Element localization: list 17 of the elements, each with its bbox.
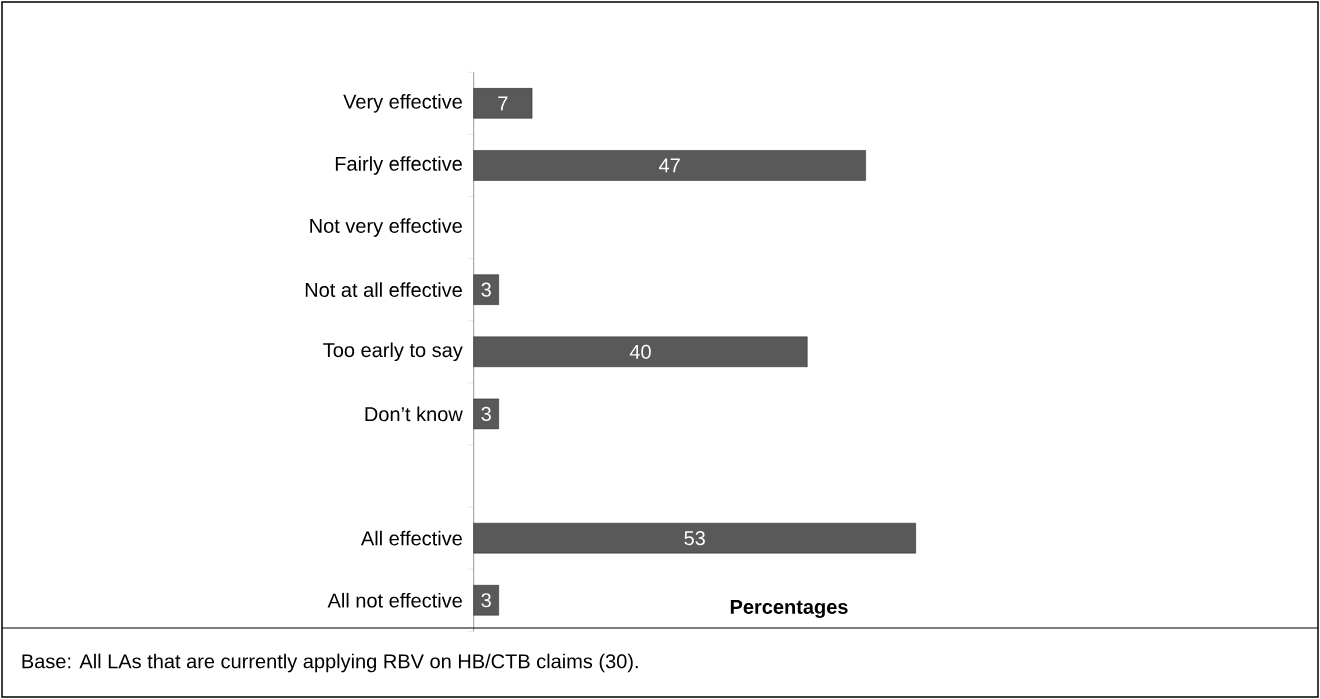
y-tick-label: Not very effective	[310, 218, 462, 237]
data-label: 3	[481, 593, 491, 608]
data-label: 40	[629, 344, 651, 359]
data-label: 7	[498, 96, 508, 111]
y-tick-label: All effective	[360, 530, 462, 546]
x-axis-title: Percentages	[730, 600, 848, 618]
y-tick-label: Fairly effective	[335, 156, 462, 175]
data-label: 3	[481, 282, 491, 297]
data-label: 53	[684, 531, 705, 546]
data-label: 47	[659, 158, 680, 173]
text: Base: All LAs that are currently applying RBV on HB/CTB claims (30).	[22, 653, 638, 673]
data-label: 3	[481, 406, 491, 421]
y-tick-label: Not at all effective	[305, 282, 462, 298]
y-tick-label: Very effective	[343, 94, 462, 113]
y-tick-label: Too early to say	[323, 342, 463, 362]
y-tick-label: All not effective	[327, 592, 462, 608]
y-tick-label: Don’t know	[365, 406, 463, 422]
